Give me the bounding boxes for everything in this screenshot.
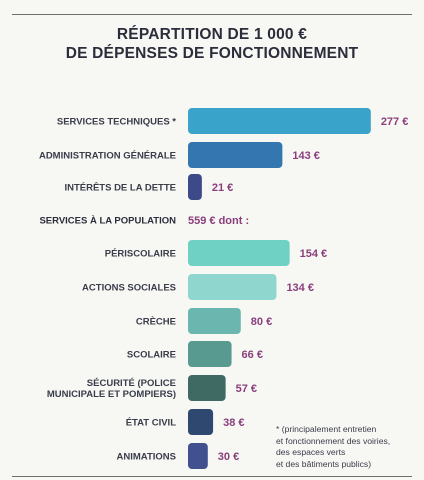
bar	[188, 443, 208, 469]
bar-label: ACTIONS SOCIALES	[82, 283, 176, 294]
value-label: 38 €	[223, 417, 244, 429]
bar	[188, 240, 290, 266]
footnote: * (principalement entretien et fonctionn…	[276, 424, 424, 470]
footnote-line: et fonctionnement des voiries,	[276, 435, 391, 446]
group-header-label: SERVICES À LA POPULATION	[39, 216, 176, 227]
bar-label: ANIMATIONS	[117, 452, 176, 463]
bar	[188, 108, 371, 134]
value-label: 134 €	[286, 282, 314, 294]
bar	[188, 308, 241, 334]
bar-label: ÉTAT CIVIL	[126, 418, 177, 429]
value-label: 66 €	[242, 349, 263, 361]
bar	[188, 142, 283, 168]
bar-label: SCOLAIRE	[127, 350, 176, 361]
bar-label: PÉRISCOLAIRE	[105, 249, 176, 260]
value-label: 21 €	[212, 182, 233, 194]
value-label: 154 €	[300, 248, 328, 260]
chart-title-line-1: RÉPARTITION DE 1 000 €	[116, 26, 308, 43]
bar-label: SÉCURITÉ (POLICE MUNICIPALE ET POMPIERS)	[47, 378, 176, 400]
footnote-line: * (principalement entretien	[276, 424, 377, 434]
chart-title: RÉPARTITION DE 1 000 € DE DÉPENSES DE FO…	[0, 25, 424, 63]
bar-label: CRÈCHE	[136, 317, 176, 328]
top-rule	[12, 14, 412, 15]
bar	[188, 409, 214, 435]
bottom-rule	[12, 476, 412, 477]
footnote-line: et des bâtiments publics)	[276, 458, 372, 469]
value-label: 57 €	[236, 383, 257, 395]
value-label: 143 €	[292, 150, 320, 162]
value-label: 30 €	[218, 451, 239, 463]
footnote-line: des espaces verts	[276, 447, 346, 457]
value-label: 80 €	[251, 316, 272, 328]
bar-label: ADMINISTRATION GÉNÉRALE	[39, 151, 176, 162]
bar	[188, 375, 226, 401]
value-label: 277 €	[381, 116, 409, 128]
chart-title-line-2: DE DÉPENSES DE FONCTIONNEMENT	[65, 45, 359, 62]
bar	[188, 274, 277, 300]
bar	[188, 341, 232, 367]
group-total-label: 559 € dont :	[188, 215, 249, 227]
bar-label: SERVICES TECHNIQUES *	[57, 117, 176, 128]
bar-label: INTÉRÊTS DE LA DETTE	[64, 182, 176, 194]
bar	[188, 174, 202, 200]
